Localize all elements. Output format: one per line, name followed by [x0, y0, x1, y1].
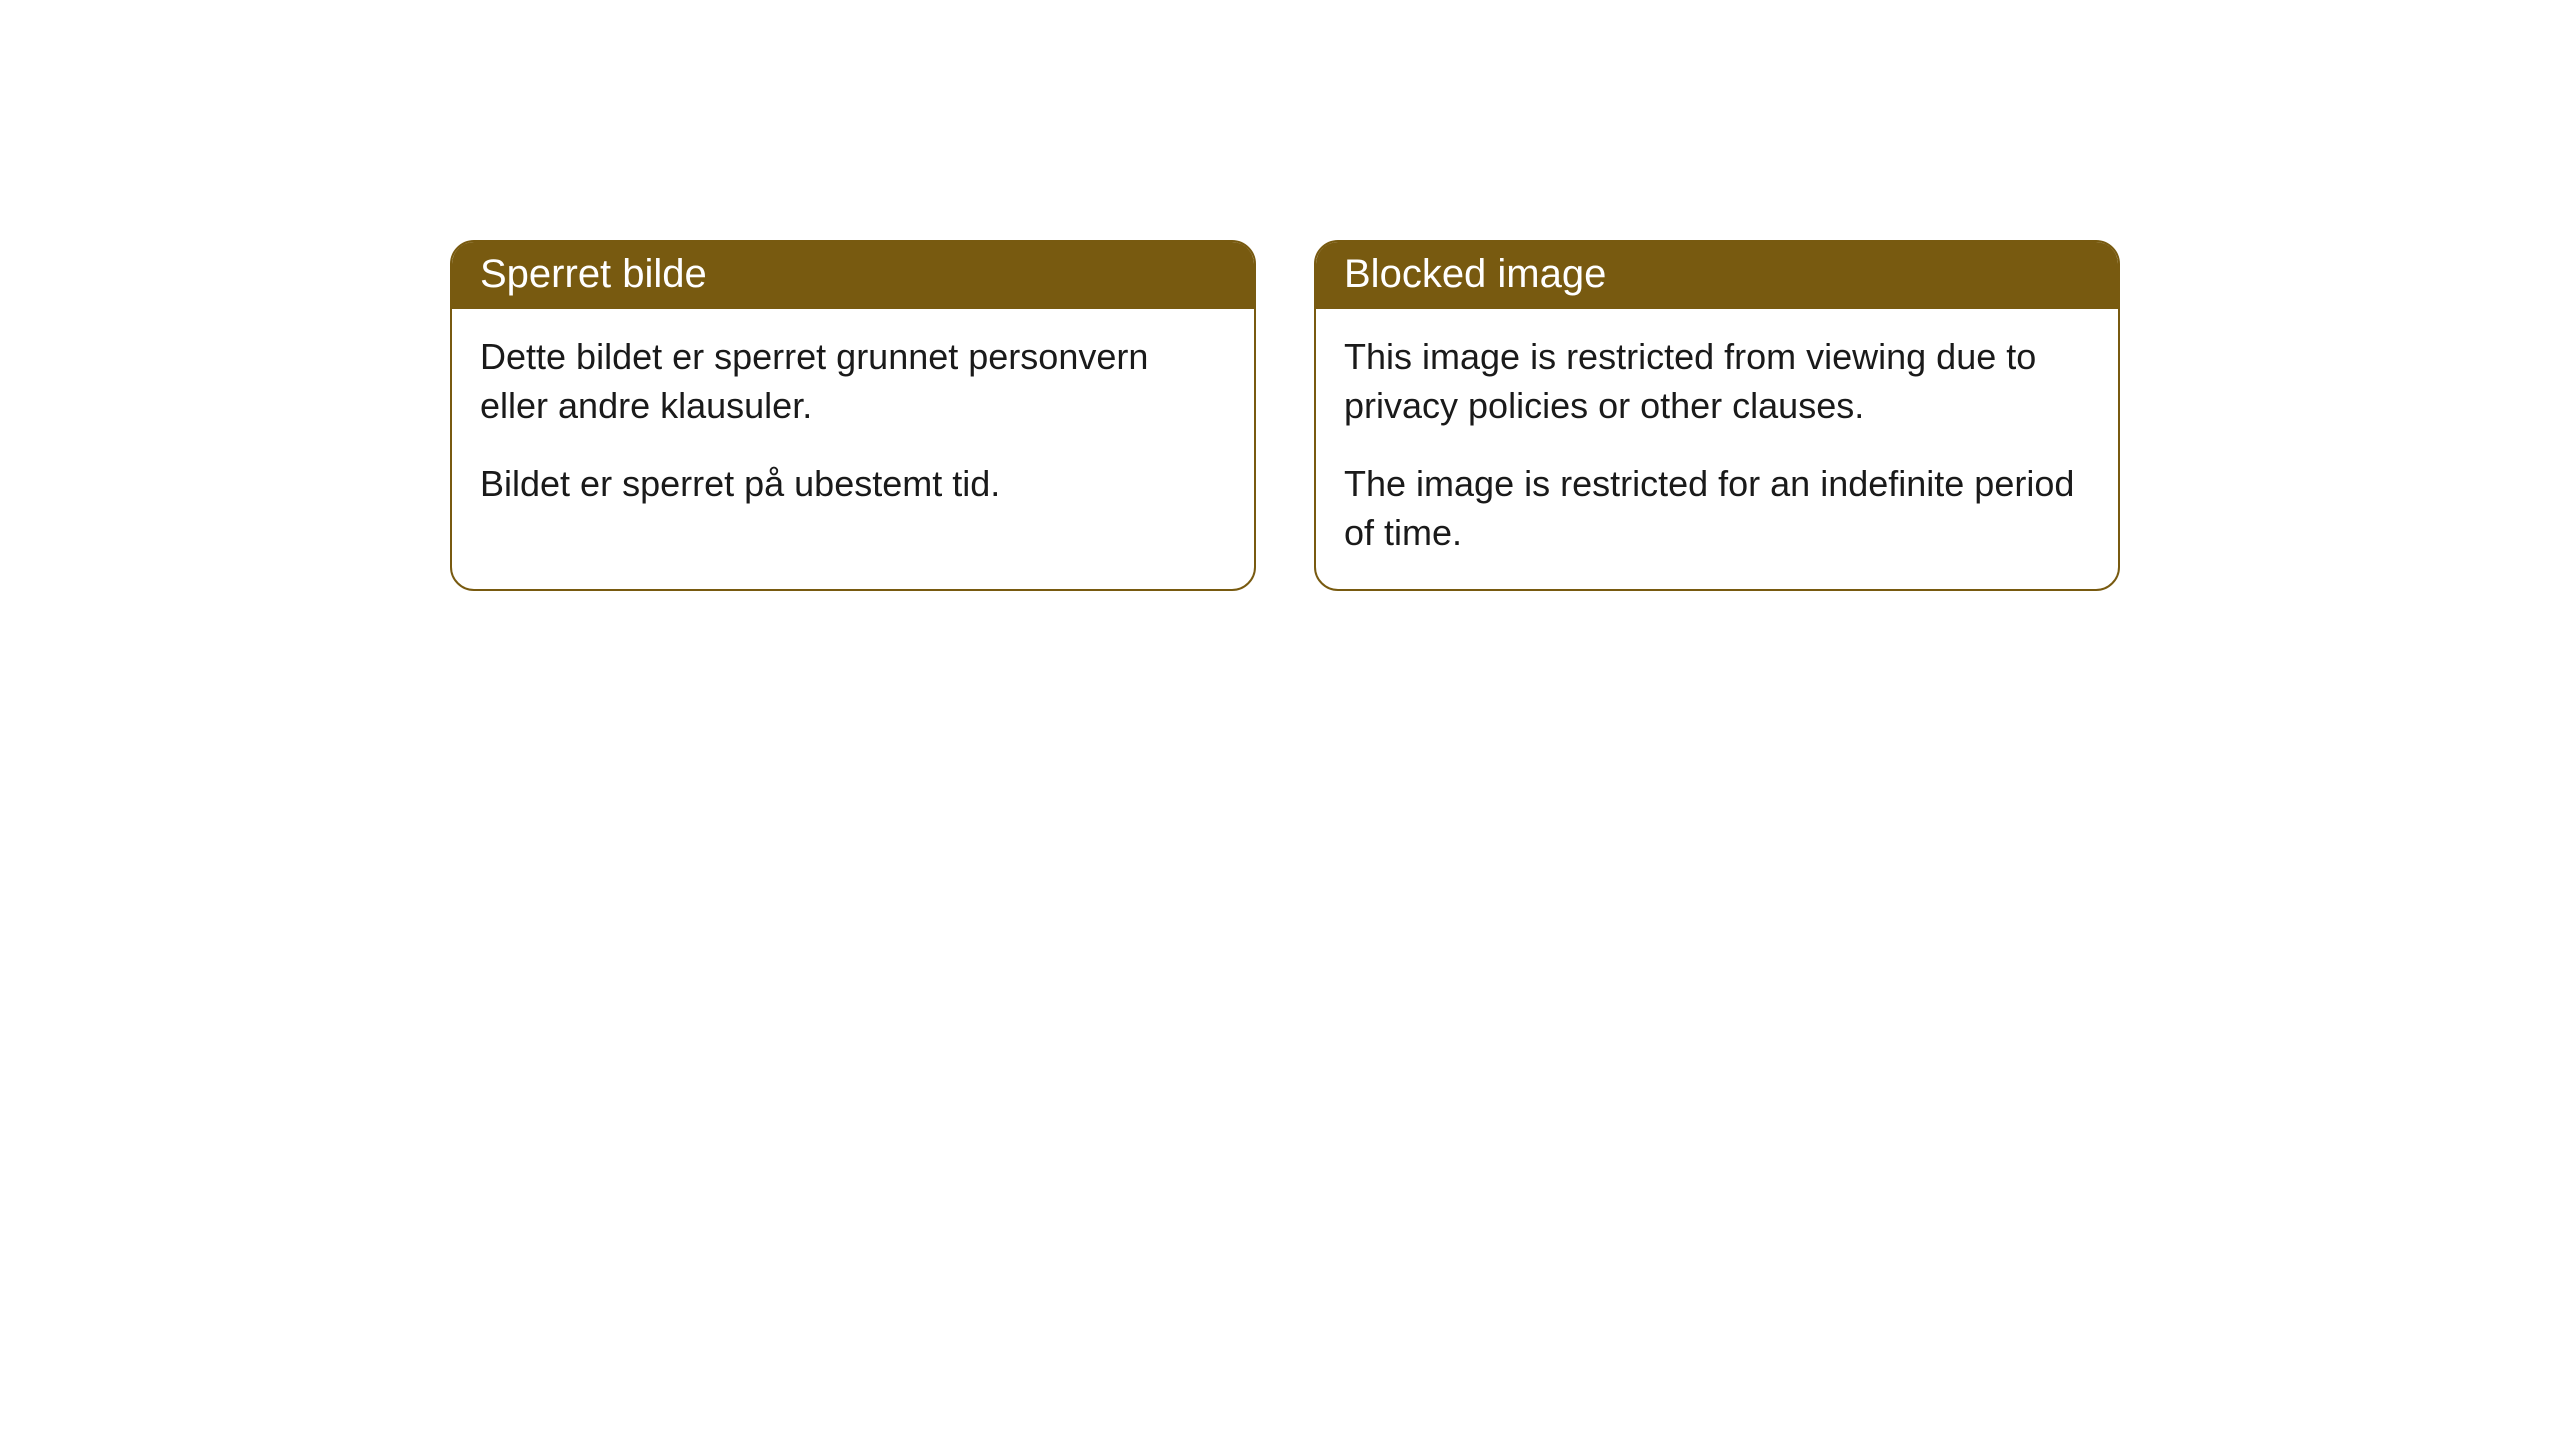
blocked-image-card-norwegian: Sperret bilde Dette bildet er sperret gr… [450, 240, 1256, 591]
card-paragraph: The image is restricted for an indefinit… [1344, 460, 2090, 557]
card-header: Blocked image [1316, 242, 2118, 309]
blocked-image-card-english: Blocked image This image is restricted f… [1314, 240, 2120, 591]
card-title: Blocked image [1344, 252, 1606, 296]
card-title: Sperret bilde [480, 252, 707, 296]
card-paragraph: This image is restricted from viewing du… [1344, 333, 2090, 430]
notice-container: Sperret bilde Dette bildet er sperret gr… [450, 240, 2120, 591]
card-paragraph: Bildet er sperret på ubestemt tid. [480, 460, 1226, 509]
card-header: Sperret bilde [452, 242, 1254, 309]
card-paragraph: Dette bildet er sperret grunnet personve… [480, 333, 1226, 430]
card-body: Dette bildet er sperret grunnet personve… [452, 309, 1254, 569]
card-body: This image is restricted from viewing du… [1316, 309, 2118, 589]
